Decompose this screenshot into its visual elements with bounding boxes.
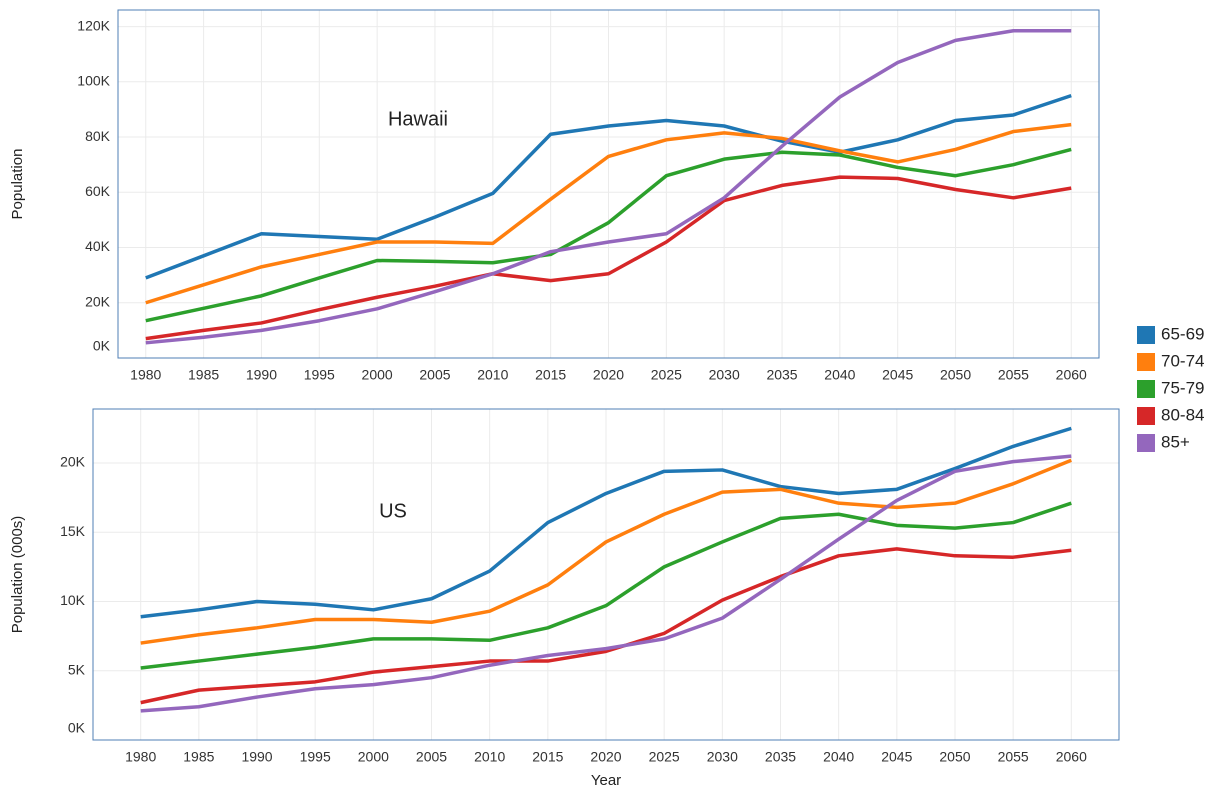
plot-frame <box>92 408 1120 741</box>
legend-label: 65-69 <box>1161 324 1204 343</box>
x-tick-label: 2055 <box>998 367 1029 383</box>
x-tick-label: 2060 <box>1056 749 1087 765</box>
legend-swatch <box>1137 434 1155 452</box>
series-line <box>145 122 1072 305</box>
y-tick-label: 120K <box>77 17 110 33</box>
y-tick-label: 60K <box>85 183 111 199</box>
x-tick-label: 1990 <box>241 749 272 765</box>
x-tick-label: 2015 <box>535 367 566 383</box>
legend-swatch <box>1137 326 1155 344</box>
legend-label: 70-74 <box>1161 351 1204 370</box>
x-tick-label: 2010 <box>477 367 508 383</box>
y-tick-label: 80K <box>85 128 111 144</box>
series-line <box>140 501 1072 670</box>
legend-label: 80-84 <box>1161 405 1204 424</box>
y-tick-label: 20K <box>85 293 111 309</box>
x-tick-label: 2020 <box>590 749 621 765</box>
y-tick-label: 20K <box>60 454 86 470</box>
annotation: US <box>379 500 407 522</box>
legend-swatch <box>1137 380 1155 398</box>
plot-frame <box>117 9 1100 359</box>
y-tick-label: 5K <box>68 661 86 677</box>
x-tick-label: 1985 <box>188 367 219 383</box>
legend-swatch <box>1137 353 1155 371</box>
x-tick-label: 2025 <box>651 367 682 383</box>
y-tick-label: 10K <box>60 592 86 608</box>
x-tick-label: 2015 <box>532 749 563 765</box>
y-axis-label: Population <box>9 149 26 220</box>
legend-label: 85+ <box>1161 432 1190 451</box>
x-tick-label: 2045 <box>881 749 912 765</box>
x-tick-label: 2050 <box>940 367 971 383</box>
x-tick-label: 1990 <box>246 367 277 383</box>
y-tick-label: 15K <box>60 523 86 539</box>
x-tick-label: 2030 <box>709 367 740 383</box>
legend-swatch <box>1137 407 1155 425</box>
x-tick-label: 1995 <box>304 367 335 383</box>
series-line <box>145 93 1072 280</box>
series-line <box>140 547 1072 705</box>
x-tick-label: 2035 <box>766 367 797 383</box>
x-tick-label: 2000 <box>362 367 393 383</box>
series-line <box>145 147 1072 323</box>
x-tick-label: 2060 <box>1056 367 1087 383</box>
y-axis-label: Population (000s) <box>9 516 26 634</box>
x-tick-label: 2000 <box>358 749 389 765</box>
series-line <box>145 175 1072 341</box>
y-tick-label: 40K <box>85 238 111 254</box>
x-tick-label: 2005 <box>419 367 450 383</box>
annotation: Hawaii <box>388 108 448 130</box>
x-tick-label: 2030 <box>707 749 738 765</box>
y-tick-label: 0K <box>93 338 111 354</box>
x-tick-label: 2050 <box>939 749 970 765</box>
y-tick-label: 0K <box>68 720 86 736</box>
x-tick-label: 2040 <box>823 749 854 765</box>
x-tick-label: 2025 <box>649 749 680 765</box>
series-line <box>140 426 1072 619</box>
x-tick-label: 2010 <box>474 749 505 765</box>
x-tick-label: 2055 <box>998 749 1029 765</box>
x-tick-label: 1995 <box>300 749 331 765</box>
x-tick-label: 2005 <box>416 749 447 765</box>
legend-label: 75-79 <box>1161 378 1204 397</box>
series-line <box>140 458 1072 645</box>
x-tick-label: 2020 <box>593 367 624 383</box>
x-axis-label: Year <box>591 772 621 789</box>
y-tick-label: 100K <box>77 73 110 89</box>
x-tick-label: 2035 <box>765 749 796 765</box>
series-line <box>145 28 1072 345</box>
x-tick-label: 1985 <box>183 749 214 765</box>
x-tick-label: 2040 <box>824 367 855 383</box>
x-tick-label: 1980 <box>125 749 156 765</box>
x-tick-label: 1980 <box>130 367 161 383</box>
x-tick-label: 2045 <box>882 367 913 383</box>
series-line <box>140 454 1072 713</box>
